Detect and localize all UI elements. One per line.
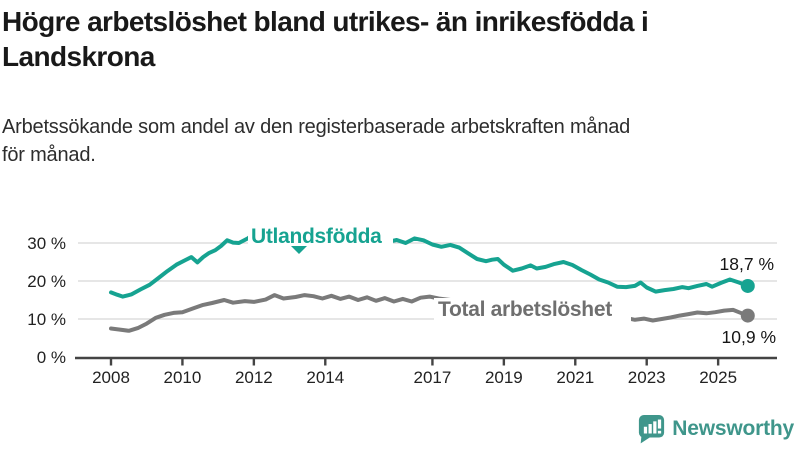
newsworthy-logo-icon — [639, 415, 665, 444]
x-tick-label: 2021 — [556, 368, 594, 387]
y-tick-label: 20 % — [27, 272, 66, 291]
x-tick-label: 2008 — [92, 368, 130, 387]
page-title: Högre arbetslöshet bland utrikes- än inr… — [2, 5, 794, 74]
x-tick-label: 2017 — [414, 368, 452, 387]
series-end-dot — [740, 278, 755, 293]
y-tick-label: 0 % — [37, 348, 66, 367]
chart-subtitle: Arbetssökande som andel av den registerb… — [2, 113, 794, 170]
series-line-utlandsfodda — [109, 225, 750, 299]
subtitle-line-2: för månad. — [2, 144, 96, 167]
newsworthy-logo[interactable]: Newsworthy — [638, 414, 794, 444]
series-end-dot — [740, 308, 755, 323]
title-line-2: Landskrona — [2, 40, 155, 72]
title-line-1: Högre arbetslöshet bland utrikes- än inr… — [2, 6, 649, 37]
series-label-total: Total arbetslöshet — [438, 298, 612, 321]
series-end-value-label: 18,7 % — [720, 254, 774, 274]
x-tick-label: 2025 — [699, 368, 737, 387]
caret-down-icon — [291, 246, 307, 254]
subtitle-line-1: Arbetssökande som andel av den registerb… — [2, 116, 631, 138]
x-tick-label: 2023 — [628, 368, 666, 387]
x-tick-label: 2012 — [235, 368, 273, 387]
series-end-value-label: 10,9 % — [722, 327, 776, 347]
series-line-total — [109, 293, 750, 333]
newsworthy-logo-text: Newsworthy — [672, 417, 794, 440]
x-tick-label: 2019 — [485, 368, 523, 387]
x-tick-label: 2014 — [306, 368, 344, 387]
series-label-bg-total — [434, 298, 631, 321]
y-tick-label: 30 % — [27, 234, 66, 253]
series-label-bg-utlandsfodda — [248, 221, 393, 249]
y-tick-label: 10 % — [27, 310, 66, 329]
x-tick-label: 2010 — [164, 368, 202, 387]
series-label-utlandsfodda: Utlandsfödda — [251, 225, 382, 248]
